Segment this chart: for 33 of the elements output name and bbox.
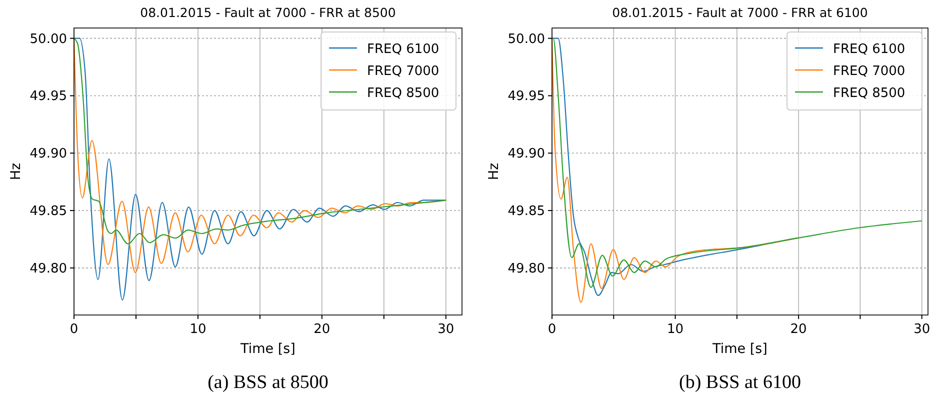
y-tick-label: 49.95 bbox=[508, 89, 545, 104]
y-tick-label: 49.90 bbox=[30, 146, 67, 162]
y-tick-label: 50.00 bbox=[30, 32, 67, 47]
chart-title: 08.01.2015 - Fault at 7000 - FRR at 6100 bbox=[612, 5, 868, 20]
x-tick-label: 10 bbox=[190, 322, 206, 337]
text: (a) BSS at 8500 bbox=[208, 372, 328, 393]
legend-label: FREQ 8500 bbox=[367, 86, 440, 101]
legend-label: FREQ 6100 bbox=[367, 42, 440, 57]
y-tick-label: 49.90 bbox=[508, 146, 545, 162]
line-series bbox=[551, 38, 922, 288]
y-tick-label: 50.00 bbox=[508, 32, 545, 47]
x-tick-label: 0 bbox=[548, 322, 556, 337]
x-tick-label: 20 bbox=[314, 322, 330, 337]
text: (b) BSS at 6100 bbox=[679, 372, 801, 393]
y-tick-label: 49.95 bbox=[30, 89, 67, 104]
x-axis-title: Time [s] bbox=[712, 341, 768, 357]
chart-title: 08.01.2015 - Fault at 7000 - FRR at 8500 bbox=[140, 5, 396, 20]
legend-label: FREQ 7000 bbox=[367, 64, 440, 79]
x-tick-label: 10 bbox=[667, 322, 684, 337]
y-tick-label: 49.80 bbox=[30, 261, 67, 276]
legend-label: FREQ 6100 bbox=[833, 42, 906, 57]
x-tick-label: 30 bbox=[914, 322, 930, 337]
x-tick-label: 20 bbox=[790, 322, 807, 337]
x-axis-title: Time [s] bbox=[240, 341, 296, 357]
y-tick-label: 49.85 bbox=[508, 204, 545, 220]
x-tick-label: 30 bbox=[438, 322, 454, 337]
y-tick-label: 49.80 bbox=[508, 261, 545, 276]
y-axis-title: Hz bbox=[486, 162, 502, 180]
y-tick-label: 49.85 bbox=[30, 204, 67, 220]
legend-label: FREQ 7000 bbox=[833, 64, 906, 79]
x-tick-label: 0 bbox=[70, 322, 78, 337]
y-axis-title: Hz bbox=[8, 162, 24, 180]
legend-label: FREQ 8500 bbox=[833, 86, 906, 101]
